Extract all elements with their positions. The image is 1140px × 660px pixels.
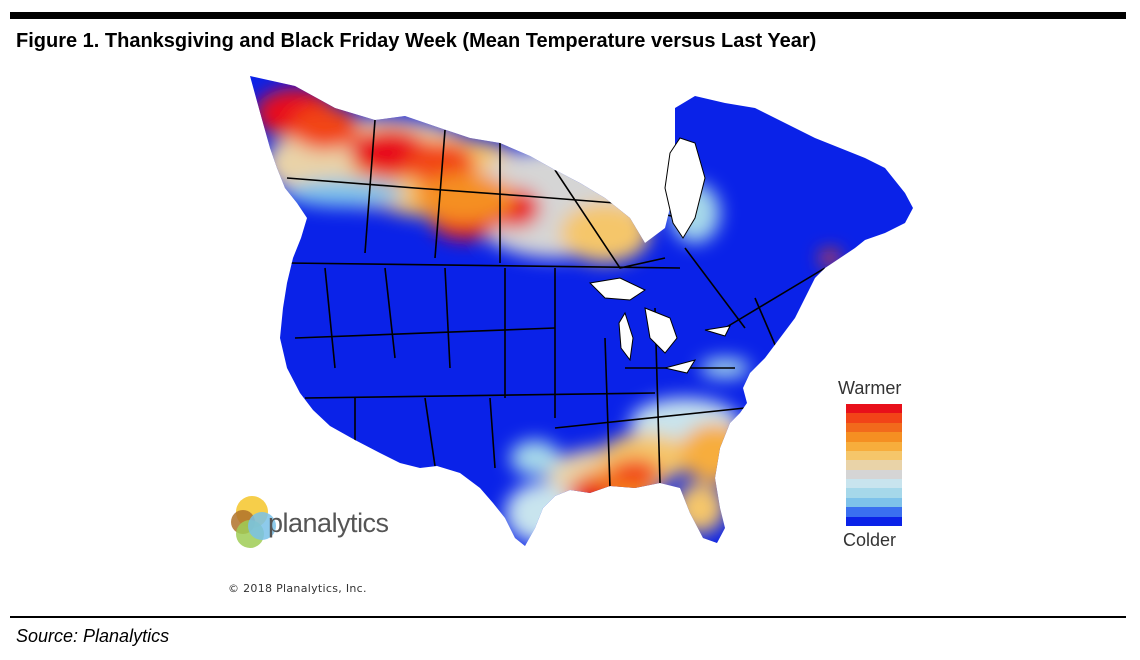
legend-swatch [846,479,902,489]
temperature-map [250,76,913,546]
legend-swatch [846,516,902,526]
planalytics-logo-icon [231,496,276,548]
legend-swatch [846,413,902,423]
bottom-rule [10,616,1126,618]
legend-swatch [846,497,902,508]
figure-title: Figure 1. Thanksgiving and Black Friday … [16,30,817,52]
legend-colder-label: Colder [843,530,897,550]
top-rule [10,12,1126,19]
planalytics-logo-text: planalytics [268,508,389,538]
legend-swatch [846,507,902,517]
legend-swatch [846,469,902,479]
legend-swatch [846,432,902,442]
legend-swatch [846,450,902,461]
legend-warmer-label: Warmer [838,378,902,398]
legend-swatch [846,422,902,433]
figure-source: Source: Planalytics [16,626,170,646]
legend-swatch [846,441,902,451]
legend-swatch [846,460,902,470]
legend-swatch [846,404,902,414]
legend-swatch [846,488,902,498]
temperature-legend-bar [846,404,902,526]
copyright-notice: © 2018 Planalytics, Inc. [228,582,367,595]
